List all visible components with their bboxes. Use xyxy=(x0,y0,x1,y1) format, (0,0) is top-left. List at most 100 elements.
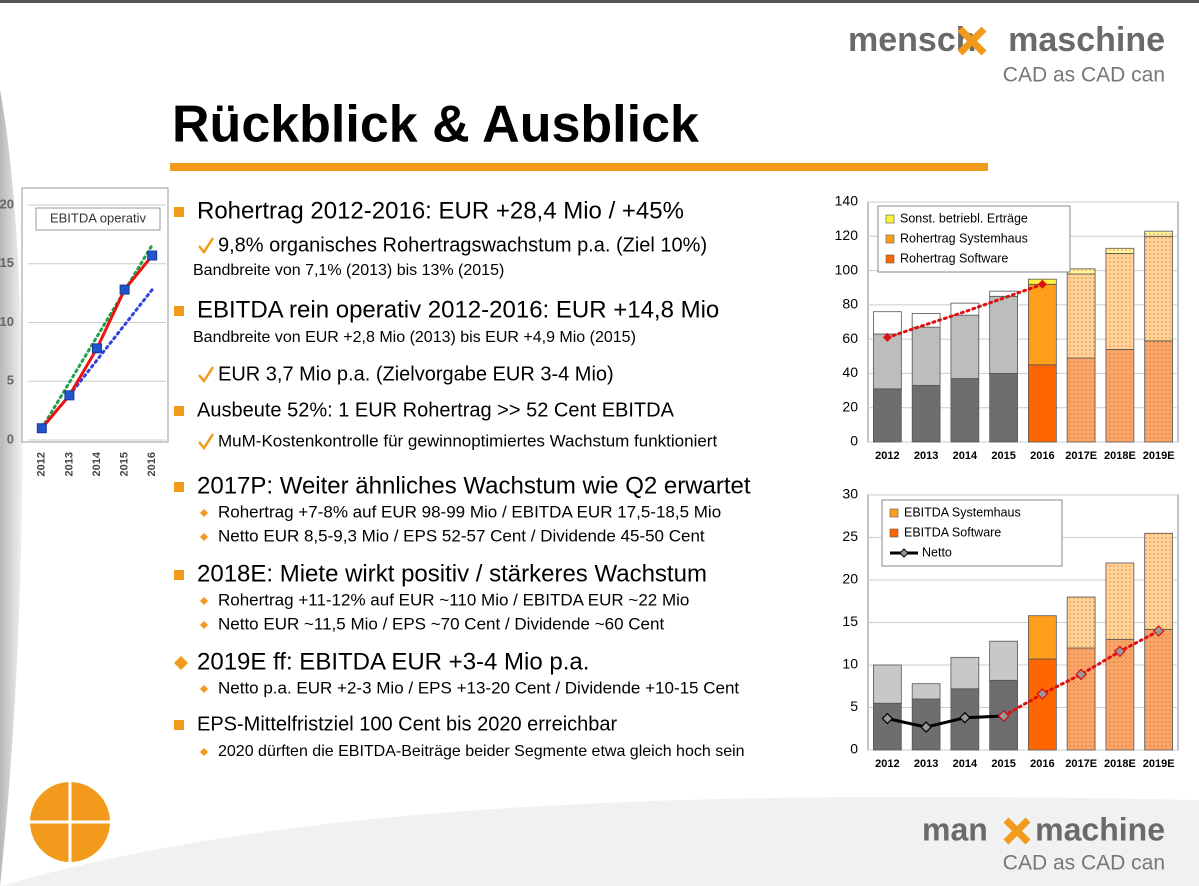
line-marker xyxy=(92,343,102,354)
x-tick-label: 2018E xyxy=(1104,450,1136,462)
title-underline xyxy=(170,163,988,171)
x-tick-label: 2016 xyxy=(1030,450,1054,462)
bar-hatch xyxy=(1144,231,1173,237)
bar-segment xyxy=(950,314,980,379)
bullet-text: Netto EUR ~11,5 Mio / EPS ~70 Cent / Div… xyxy=(218,614,664,633)
y-tick-label: 25 xyxy=(842,528,858,544)
legend-label: EBITDA Software xyxy=(904,525,1001,539)
bar-segment xyxy=(1028,283,1057,366)
line-marker xyxy=(920,721,932,733)
left-swoosh xyxy=(0,90,23,886)
bullet-square xyxy=(174,482,184,492)
y-tick-label: 15 xyxy=(842,613,858,629)
bullet-square xyxy=(174,306,184,316)
logo-cross xyxy=(957,26,987,56)
legend-swatch xyxy=(889,508,899,518)
legend-label: Rohertrag Software xyxy=(900,251,1008,265)
y-tick-label: 0 xyxy=(7,431,14,446)
legend-label: EBITDA Systemhaus xyxy=(904,505,1021,519)
line xyxy=(67,288,154,397)
x-tick-label: 2014 xyxy=(953,758,978,770)
bar-segment xyxy=(950,656,980,690)
bullet-text: 9,8% organisches Rohertragswachstum p.a.… xyxy=(218,234,707,256)
bullet-check xyxy=(198,366,215,384)
line-marker xyxy=(36,423,47,434)
line xyxy=(1002,629,1161,718)
logo-right: maschine xyxy=(1008,21,1165,59)
bar-hatch xyxy=(1105,248,1134,254)
y-tick-label: 40 xyxy=(842,364,858,380)
logo-left: mensch xyxy=(848,21,977,59)
chart: 0 5 10 15 20 25 30 2012 2013 2014 2015 2016 2017E 201… xyxy=(842,486,1179,770)
bullet-diamond xyxy=(200,533,208,541)
chart: 0 5 10 15 20 2012 2013 2014 2015 2016 EBITDA opera… xyxy=(0,187,169,476)
bar-segment xyxy=(873,702,902,751)
x-tick-label: 2012 xyxy=(36,452,48,476)
bar-hatch xyxy=(1067,648,1096,750)
bar-hatch xyxy=(1144,629,1173,750)
y-tick-label: 10 xyxy=(842,656,858,672)
bullet-square xyxy=(174,570,184,580)
y-tick-label: 10 xyxy=(0,314,14,329)
line xyxy=(40,243,154,430)
line-marker xyxy=(882,332,892,342)
bar-segment xyxy=(873,664,902,704)
legend-swatch xyxy=(885,254,895,264)
bullet-text: Bandbreite von EUR +2,8 Mio (2013) bis E… xyxy=(193,329,636,346)
bar-hatch xyxy=(1144,340,1173,442)
bullet-text: Rohertrag +11-12% auf EUR ~110 Mio / EBI… xyxy=(218,590,689,609)
x-tick-label: 2016 xyxy=(146,452,158,476)
x-tick-label: 2014 xyxy=(953,450,978,462)
line-marker xyxy=(1114,645,1126,658)
line-marker xyxy=(1075,668,1087,681)
bullet-text: Ausbeute 52%: 1 EUR Rohertrag >> 52 Cent… xyxy=(197,399,675,421)
x-tick-label: 2019E xyxy=(1143,450,1175,462)
y-tick-label: 0 xyxy=(850,741,858,757)
bullet-text: EUR 3,7 Mio p.a. (Zielvorgabe EUR 3-4 Mi… xyxy=(218,363,614,385)
bullet-text: 2018E: Miete wirkt positiv / stärkeres W… xyxy=(197,560,707,587)
line-marker xyxy=(1152,625,1165,637)
line-marker xyxy=(119,284,130,295)
bar-segment xyxy=(911,385,941,443)
bullet-diamond xyxy=(200,509,208,517)
x-tick-label: 2017E xyxy=(1065,758,1097,770)
x-tick-label: 2017E xyxy=(1065,450,1097,462)
footer-logo-left: man xyxy=(922,811,988,847)
y-tick-label: 140 xyxy=(835,193,859,209)
bar-segment xyxy=(989,373,1018,443)
bar-hatch xyxy=(1144,236,1173,341)
footer-logo-cross xyxy=(1003,817,1031,845)
legend-box xyxy=(877,205,1071,273)
x-tick-label: 2013 xyxy=(914,450,938,462)
line-marker xyxy=(147,250,158,261)
bar-hatch xyxy=(1067,268,1096,274)
bar-hatch xyxy=(1067,358,1096,442)
bullet-text: 2020 dürften die EBITDA-Beiträge beider … xyxy=(218,743,745,760)
bar-hatch xyxy=(1067,597,1096,648)
bullet-diamond xyxy=(200,748,208,756)
y-tick-label: 120 xyxy=(835,227,859,243)
footer-slogan: CAD as CAD can xyxy=(1003,852,1165,875)
y-tick-label: 60 xyxy=(842,330,858,346)
line-marker xyxy=(1037,279,1047,289)
x-tick-label: 2019E xyxy=(1143,758,1175,770)
bar-segment xyxy=(989,640,1018,681)
bar-segment xyxy=(950,378,980,443)
y-tick-label: 100 xyxy=(835,261,859,277)
y-tick-label: 0 xyxy=(850,433,858,449)
title-box xyxy=(35,207,161,231)
bar-segment xyxy=(873,388,902,443)
y-tick-label: 20 xyxy=(842,398,858,414)
bullet-text: Netto EUR 8,5-9,3 Mio / EPS 52-57 Cent /… xyxy=(218,526,705,545)
bullet-text: EBITDA rein operativ 2012-2016: EUR +14,… xyxy=(197,296,719,323)
bullet-text: Rohertrag 2012-2016: EUR +28,4 Mio / +45… xyxy=(197,197,684,224)
x-tick-label: 2015 xyxy=(991,450,1015,462)
line-marker xyxy=(1036,688,1049,700)
y-tick-label: 20 xyxy=(842,571,858,587)
bar-hatch xyxy=(1105,253,1134,350)
legend-box xyxy=(881,499,1063,567)
x-tick-label: 2012 xyxy=(875,758,899,770)
x-tick-label: 2013 xyxy=(63,452,75,476)
legend-label: Sonst. betriebl. Erträge xyxy=(900,211,1028,225)
